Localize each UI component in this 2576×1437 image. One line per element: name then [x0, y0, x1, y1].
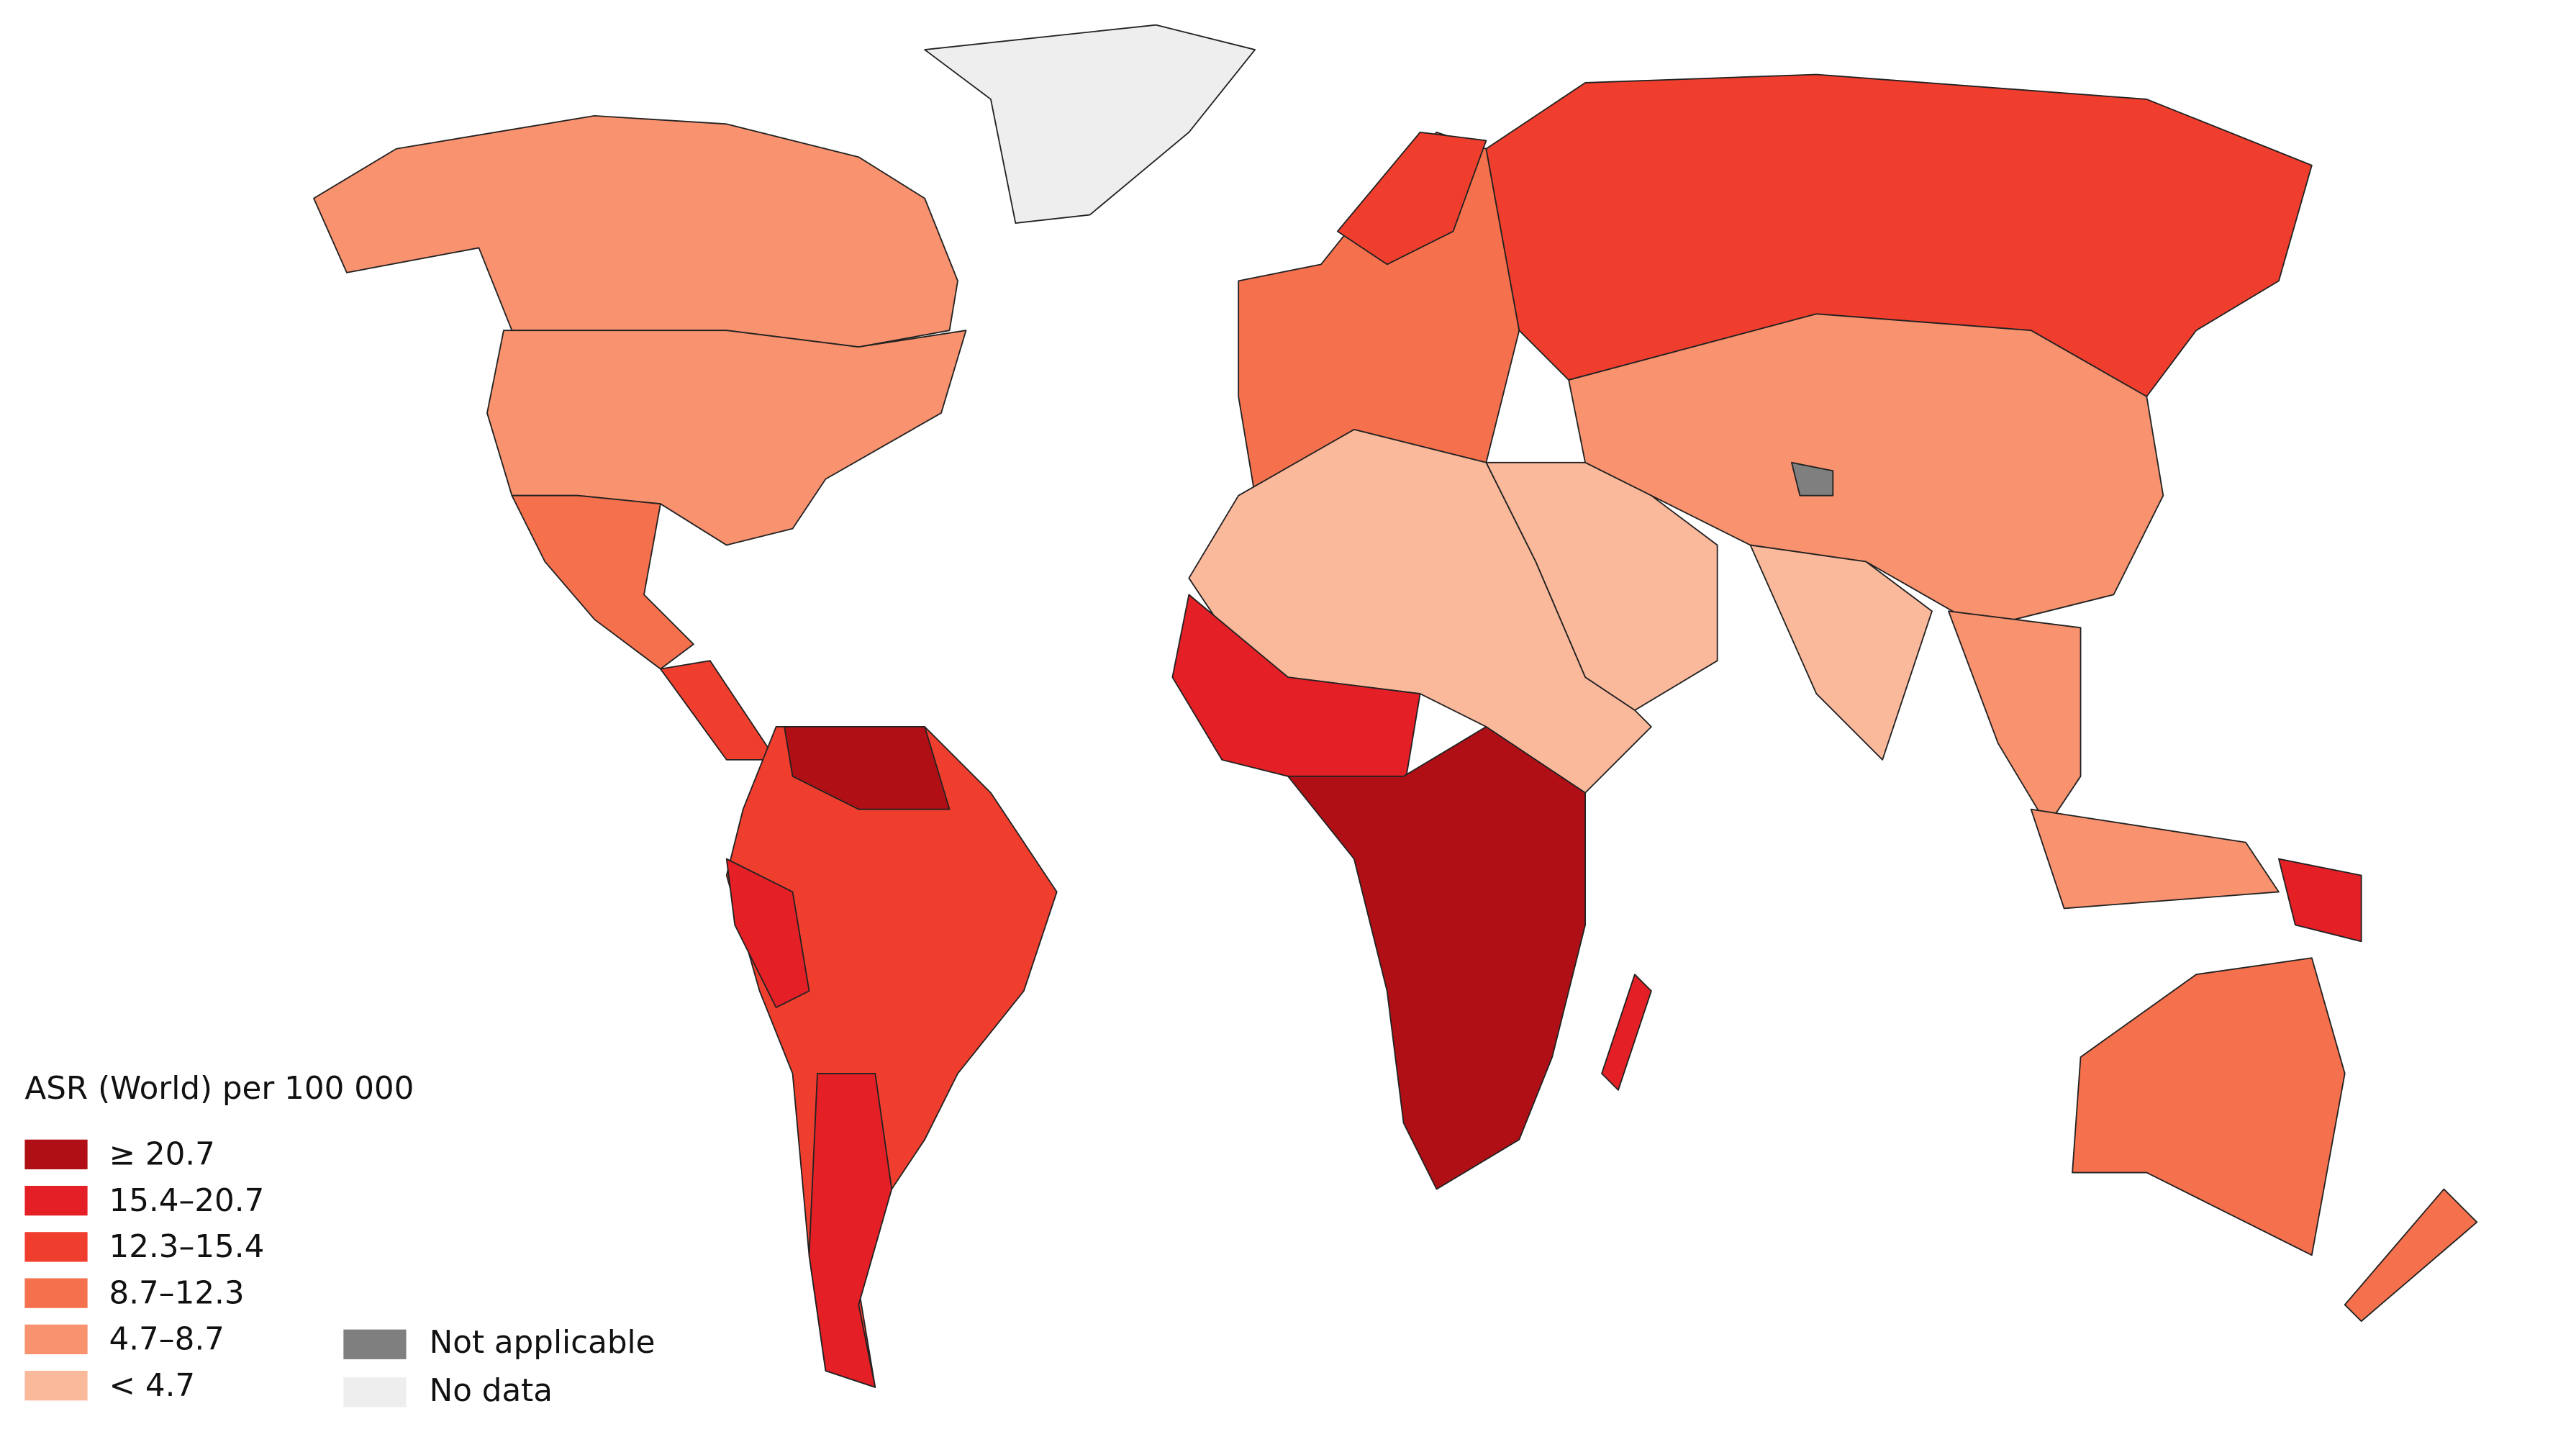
legend-label: No data	[430, 1373, 553, 1409]
country-region	[2344, 1188, 2478, 1323]
country-region	[808, 1072, 893, 1388]
country-region	[924, 24, 1256, 224]
legend-label: Not applicable	[430, 1325, 656, 1361]
country-region	[725, 858, 810, 1009]
legend-swatch	[24, 1278, 88, 1308]
country-region	[2072, 957, 2346, 1256]
country-region	[725, 726, 1058, 1388]
legend-label: ≥ 20.7	[109, 1137, 214, 1173]
legend-swatch	[24, 1370, 88, 1401]
country-region	[1791, 461, 1834, 497]
country-region	[1601, 974, 1652, 1091]
legend-swatch	[24, 1232, 88, 1262]
legend-label: 15.4–20.7	[109, 1183, 264, 1219]
legend-swatch	[24, 1185, 88, 1216]
legend-label: 12.3–15.4	[109, 1229, 264, 1265]
legend-label: 4.7–8.7	[109, 1322, 224, 1358]
legend-swatch	[24, 1139, 88, 1169]
legend-swatch	[24, 1324, 88, 1355]
country-region	[2278, 858, 2362, 943]
country-region	[1749, 544, 1933, 761]
country-region	[313, 114, 958, 348]
country-region	[511, 494, 694, 670]
legend: ≥ 20.7 15.4–20.7 12.3–15.4 8.7–12.3 4.7–8.7 <…	[24, 1137, 655, 1409]
legend-label: < 4.7	[109, 1368, 195, 1404]
country-region	[1287, 726, 1586, 1190]
legend-label: 8.7–12.3	[109, 1275, 244, 1311]
legend-title: ASR (World) per 100 000	[24, 1071, 414, 1107]
country-region	[2030, 808, 2280, 910]
legend-swatch	[343, 1377, 407, 1407]
country-region	[784, 726, 951, 810]
map-layer	[313, 24, 2478, 1388]
country-region	[1336, 131, 1487, 266]
country-region	[1948, 610, 2082, 827]
country-region	[660, 660, 777, 761]
legend-swatch	[343, 1329, 407, 1359]
